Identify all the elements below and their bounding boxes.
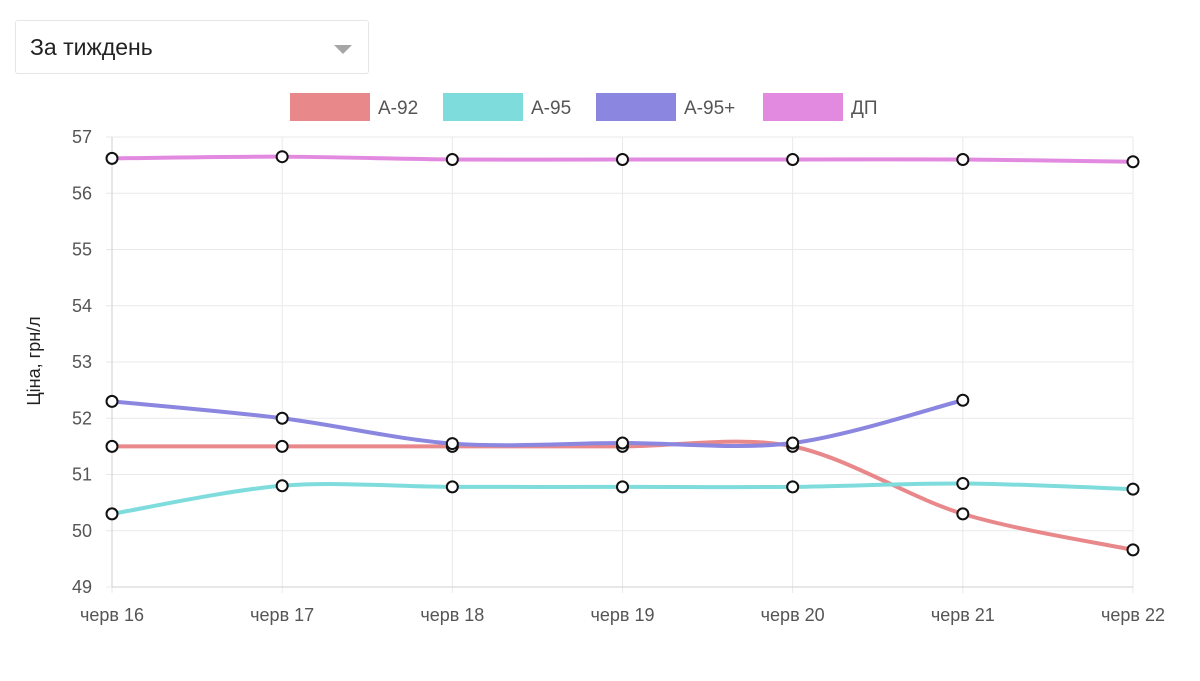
data-point <box>445 153 459 166</box>
x-tick-label: черв 22 <box>1101 605 1165 625</box>
x-tick-label: черв 20 <box>761 605 825 625</box>
chart-grid <box>106 136 1134 593</box>
y-axis-label: Ціна, грн/л <box>24 316 44 405</box>
data-point <box>956 153 970 166</box>
data-point <box>956 507 970 521</box>
x-axis: черв 16 черв 17 черв 18 черв 19 черв 20 черв … <box>80 605 1165 625</box>
y-tick-label: 50 <box>72 521 92 541</box>
legend-label: А-95 <box>531 98 571 119</box>
x-tick-label: черв 18 <box>420 605 484 625</box>
period-select[interactable]: За тиждень <box>15 20 369 74</box>
x-tick-label: черв 19 <box>591 605 655 625</box>
y-tick-label: 51 <box>72 465 92 485</box>
chevron-down-icon <box>334 45 352 54</box>
data-point <box>275 411 289 425</box>
y-tick-label: 55 <box>72 240 92 260</box>
x-tick-label: черв 16 <box>80 605 144 625</box>
y-tick-label: 56 <box>72 183 92 203</box>
y-tick-label: 52 <box>72 408 92 428</box>
data-point <box>956 393 970 407</box>
legend-swatch <box>290 93 370 121</box>
data-point <box>956 477 970 490</box>
data-point <box>275 479 289 493</box>
chart-legend: А-92 А-95 А-95+ ДП <box>290 93 878 121</box>
data-point <box>1126 482 1140 496</box>
y-tick-label: 57 <box>72 127 92 147</box>
y-axis: 49 50 51 52 53 54 55 56 57 <box>72 127 92 597</box>
legend-label: А-95+ <box>684 98 735 119</box>
data-point <box>105 507 119 521</box>
data-point <box>616 153 629 166</box>
data-point <box>1126 543 1140 557</box>
y-tick-label: 53 <box>72 352 92 372</box>
data-point <box>105 439 119 453</box>
legend-swatch <box>443 93 523 121</box>
x-tick-label: черв 17 <box>250 605 314 625</box>
data-point <box>786 480 800 494</box>
legend-swatch <box>763 93 843 121</box>
data-point <box>1126 155 1140 169</box>
data-point <box>445 437 459 451</box>
y-tick-label: 49 <box>72 577 92 597</box>
chart-points <box>105 150 1140 557</box>
legend-label: ДП <box>851 98 878 119</box>
data-point <box>275 150 289 164</box>
data-point <box>616 436 629 450</box>
y-tick-label: 54 <box>72 296 92 316</box>
data-point <box>616 480 629 494</box>
legend-label: А-92 <box>378 98 418 119</box>
data-point <box>105 151 119 165</box>
data-point <box>445 480 459 494</box>
data-point <box>275 439 289 453</box>
x-tick-label: черв 21 <box>931 605 995 625</box>
series-line-2 <box>110 398 965 449</box>
data-point <box>105 394 119 408</box>
data-point <box>786 153 800 166</box>
legend-swatch <box>596 93 676 121</box>
period-select-value: За тиждень <box>30 34 153 60</box>
data-point <box>786 436 800 450</box>
